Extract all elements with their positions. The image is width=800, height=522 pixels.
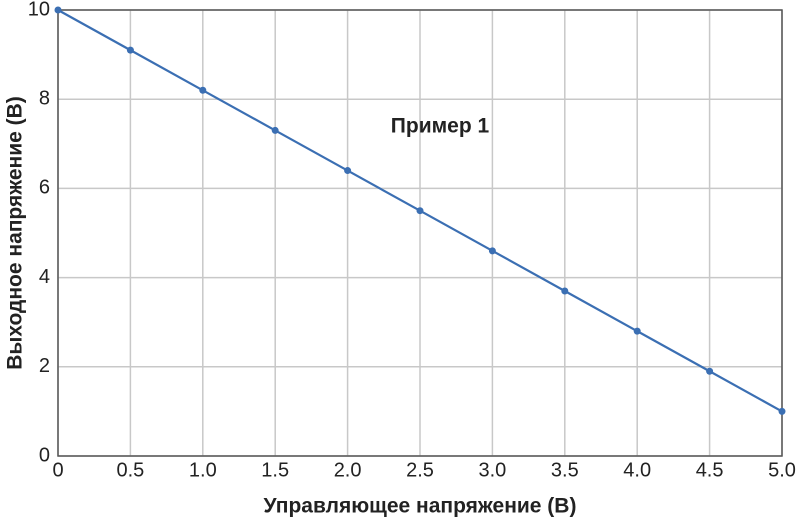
point <box>706 367 714 375</box>
plot-frame <box>57 9 783 457</box>
y-tick-label: 2 <box>39 355 50 377</box>
x-tick-label: 2.5 <box>406 459 434 481</box>
point <box>488 247 496 255</box>
x-tick-label: 0.5 <box>116 459 144 481</box>
x-tick-label: 3.5 <box>551 459 579 481</box>
point <box>344 167 352 175</box>
point <box>126 46 134 54</box>
x-tick-label: 0 <box>52 459 63 481</box>
x-tick-label: 1.0 <box>189 459 217 481</box>
x-axis-title: Управляющее напряжение (В) <box>264 495 577 518</box>
y-tick-label: 8 <box>39 87 50 109</box>
x-tick-label: 4.5 <box>696 459 724 481</box>
point <box>778 407 786 415</box>
point <box>199 86 207 94</box>
point <box>633 327 641 335</box>
x-tick-label: 4.0 <box>623 459 651 481</box>
x-tick-label: 3.0 <box>478 459 506 481</box>
point <box>416 207 424 215</box>
y-axis-title: Выходное напряжение (В) <box>4 96 27 370</box>
x-tick-label: 5.0 <box>768 459 796 481</box>
y-tick-label: 6 <box>39 177 50 199</box>
y-tick-label: 10 <box>28 0 50 20</box>
y-tick-label: 0 <box>39 444 50 466</box>
y-tick-label: 4 <box>39 266 50 288</box>
annotation: Пример 1 <box>391 115 490 138</box>
point <box>271 126 279 134</box>
point <box>561 287 569 295</box>
point <box>54 6 62 14</box>
x-tick-label: 2.0 <box>334 459 362 481</box>
x-tick-label: 1.5 <box>261 459 289 481</box>
